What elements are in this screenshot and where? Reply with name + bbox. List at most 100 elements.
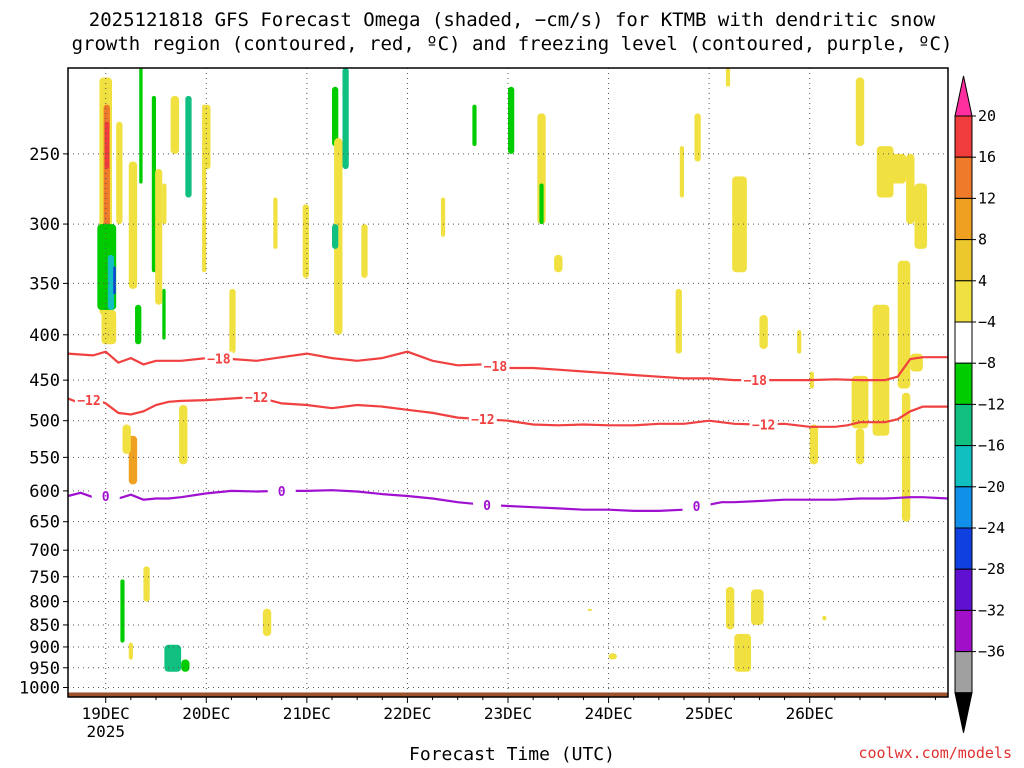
colorbar-segment-4 bbox=[954, 239, 973, 282]
omega-shade-44 bbox=[675, 288, 682, 354]
contour-label-0C-0: 0 bbox=[102, 490, 110, 505]
x-tick-year: 2025 bbox=[86, 722, 125, 741]
y-tick-label-250: 250 bbox=[29, 145, 60, 165]
omega-shade-56 bbox=[851, 375, 869, 429]
omega-shade-22 bbox=[181, 659, 190, 672]
contour-label-bg--18C-2 bbox=[741, 373, 770, 388]
omega-shade-42 bbox=[587, 608, 592, 612]
chart-title-line1: 2025121818 GFS Forecast Omega (shaded, −… bbox=[88, 9, 936, 31]
colorbar-label-5: −4 bbox=[978, 313, 996, 331]
colorbar-segment-12 bbox=[954, 568, 973, 611]
colorbar-label-13: −36 bbox=[978, 643, 1005, 661]
contour-label--18C-1: −18 bbox=[484, 360, 508, 375]
x-axis-label: Forecast Time (UTC) bbox=[409, 744, 615, 765]
omega-shade-8 bbox=[128, 161, 138, 289]
y-tick-label-700: 700 bbox=[29, 541, 60, 561]
colorbar-segment-5 bbox=[954, 280, 973, 323]
omega-shade-34 bbox=[332, 224, 339, 249]
y-tick-label-650: 650 bbox=[29, 513, 60, 533]
colorbar-label-2: 12 bbox=[978, 189, 996, 207]
omega-shade-26 bbox=[202, 104, 207, 273]
colorbar-label-8: −16 bbox=[978, 437, 1005, 455]
y-tick-label-950: 950 bbox=[29, 659, 60, 679]
x-tick-label-25DEC: 25DEC bbox=[685, 704, 733, 723]
colorbar-segment-14 bbox=[954, 651, 973, 694]
omega-shade-7 bbox=[116, 121, 123, 225]
colorbar-label-6: −8 bbox=[978, 354, 996, 372]
colorbar-segment-10 bbox=[954, 486, 973, 529]
credit-link[interactable]: coolwx.com/models bbox=[858, 744, 1012, 762]
omega-shade-33 bbox=[342, 68, 349, 169]
omega-shade-23 bbox=[120, 579, 125, 643]
contour-label-bg--18C-0 bbox=[204, 351, 233, 366]
colorbar-segment-8 bbox=[954, 403, 973, 447]
omega-shade-29 bbox=[273, 197, 278, 249]
colorbar-segment-1 bbox=[954, 115, 973, 158]
omega-shade-63 bbox=[906, 153, 915, 225]
colorbar-segment-11 bbox=[954, 527, 973, 570]
omega-shade-36 bbox=[440, 197, 446, 237]
colorbar-label-9: −20 bbox=[978, 478, 1005, 496]
colorbar-label-12: −32 bbox=[978, 601, 1005, 619]
colorbar-top-arrow bbox=[954, 75, 973, 117]
contour-label--12C-0: −12 bbox=[77, 394, 100, 409]
omega-shade-21 bbox=[164, 644, 182, 672]
y-tick-label-750: 750 bbox=[29, 568, 60, 588]
omega-shade-45 bbox=[679, 146, 684, 198]
omega-shade-40 bbox=[539, 183, 544, 225]
contour-label-0C-3: 0 bbox=[693, 500, 701, 515]
contour-label-0C-2: 0 bbox=[483, 499, 491, 514]
omega-shade-12 bbox=[139, 68, 143, 184]
omega-shade-58 bbox=[872, 304, 890, 436]
omega-shade-37 bbox=[472, 104, 477, 147]
omega-shade-50 bbox=[751, 589, 764, 625]
colorbar-label-0: 20 bbox=[978, 107, 996, 125]
omega-shade-47 bbox=[732, 176, 747, 273]
y-tick-label-300: 300 bbox=[29, 215, 60, 235]
y-tick-label-450: 450 bbox=[29, 371, 60, 391]
contour-label--18C-2: −18 bbox=[743, 374, 767, 389]
colorbar-segment-6 bbox=[954, 321, 973, 364]
omega-shade-27 bbox=[229, 288, 236, 354]
contour-label-bg-0C-1 bbox=[267, 483, 296, 498]
omega-shade-60 bbox=[889, 153, 907, 184]
omega-shade-18 bbox=[170, 95, 180, 154]
colorbar-segment-3 bbox=[954, 197, 973, 241]
y-tick-label-400: 400 bbox=[29, 326, 60, 346]
colorbar-label-11: −28 bbox=[978, 560, 1005, 578]
x-tick-label-22DEC: 22DEC bbox=[383, 704, 431, 723]
y-tick-label-1000: 1000 bbox=[19, 678, 60, 698]
y-tick-label-850: 850 bbox=[29, 616, 60, 636]
omega-shade-48 bbox=[725, 586, 735, 630]
omega-shade-66 bbox=[725, 68, 731, 87]
omega-shade-41 bbox=[554, 254, 563, 273]
chart-title-line2: growth region (contoured, red, ºC) and f… bbox=[71, 33, 953, 55]
omega-shade-43 bbox=[608, 653, 617, 660]
colorbar-segment-9 bbox=[954, 445, 973, 488]
surface-band bbox=[68, 692, 948, 697]
y-tick-label-900: 900 bbox=[29, 638, 60, 658]
omega-shade-25 bbox=[128, 642, 133, 660]
omega-shade-6 bbox=[101, 309, 117, 345]
y-tick-label-350: 350 bbox=[29, 274, 60, 294]
contour-label--18C-0: −18 bbox=[207, 353, 231, 368]
omega-shade-31 bbox=[332, 86, 339, 147]
x-tick-label-23DEC: 23DEC bbox=[484, 704, 532, 723]
omega-shade-62 bbox=[901, 392, 911, 522]
omega-shade-30 bbox=[302, 204, 309, 278]
omega-shade-15 bbox=[155, 168, 163, 305]
omega-shade-49 bbox=[734, 633, 752, 672]
colorbar-segment-2 bbox=[954, 156, 973, 199]
colorbar-bottom-arrow bbox=[954, 692, 973, 733]
x-tick-label-24DEC: 24DEC bbox=[584, 704, 632, 723]
omega-shade-64 bbox=[914, 183, 928, 249]
omega-shade-14 bbox=[162, 288, 166, 340]
contour-label-bg--12C-0 bbox=[74, 393, 103, 408]
contour-label--12C-2: −12 bbox=[471, 413, 494, 428]
contour-label-bg--12C-2 bbox=[468, 412, 497, 427]
colorbar-label-10: −24 bbox=[978, 519, 1005, 537]
y-tick-label-500: 500 bbox=[29, 412, 60, 432]
omega-shade-16 bbox=[162, 183, 167, 225]
omega-shade-4 bbox=[107, 254, 115, 310]
